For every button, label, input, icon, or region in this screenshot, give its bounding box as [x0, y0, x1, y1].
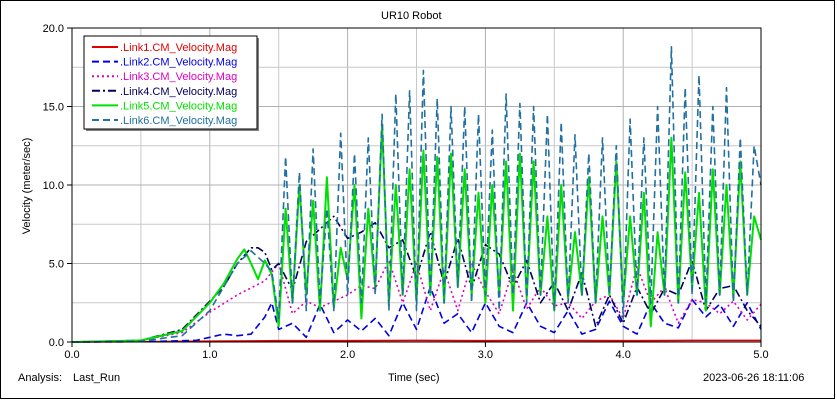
legend-label-3: .Link3.CM_Velocity.Mag [120, 71, 237, 83]
legend-box [83, 35, 258, 130]
legend-label-4: .Link4.CM_Velocity.Mag [120, 86, 237, 98]
series-line-4 [71, 215, 762, 343]
y-tick-label: 10.0 [43, 180, 64, 192]
x-tick-label: 4.0 [616, 349, 631, 361]
legend-label-1: .Link1.CM_Velocity.Mag [120, 42, 237, 54]
series-line-2 [71, 286, 762, 343]
y-tick-label: 5.0 [49, 259, 64, 271]
legend-label-2: .Link2.CM_Velocity.Mag [120, 57, 237, 69]
series-lines [71, 45, 762, 343]
plot-area-border [71, 27, 762, 343]
y-tick-label: 20.0 [43, 23, 64, 35]
y-tick-label: 15.0 [43, 102, 64, 114]
analysis-label: Analysis: [18, 372, 63, 384]
x-tick-label: 0.0 [64, 349, 79, 361]
chart-title: UR10 Robot [381, 10, 442, 22]
x-tick-label: 3.0 [478, 349, 493, 361]
y-axis-label: Velocity (meter/sec) [21, 137, 33, 235]
analysis-value: Last_Run [73, 372, 121, 384]
series-line-6 [71, 45, 762, 343]
x-tick-label: 5.0 [753, 349, 768, 361]
x-axis-label: Time (sec) [388, 372, 440, 384]
series-line-3 [71, 259, 762, 343]
x-tick-label: 1.0 [202, 349, 217, 361]
timestamp: 2023-06-26 18:11:06 [703, 372, 805, 384]
legend: .Link1.CM_Velocity.Mag .Link2.CM_Velocity… [83, 35, 259, 131]
y-tick-label: 0.0 [49, 337, 64, 349]
axes: 0.0 1.0 2.0 3.0 4.0 5.0 0.0 5.0 10.0 15.0 20.0 [43, 23, 769, 361]
legend-label-6: .Link6.CM_Velocity.Mag [120, 115, 237, 127]
x-tick-label: 2.0 [340, 349, 355, 361]
legend-label-5: .Link5.CM_Velocity.Mag [120, 100, 237, 112]
